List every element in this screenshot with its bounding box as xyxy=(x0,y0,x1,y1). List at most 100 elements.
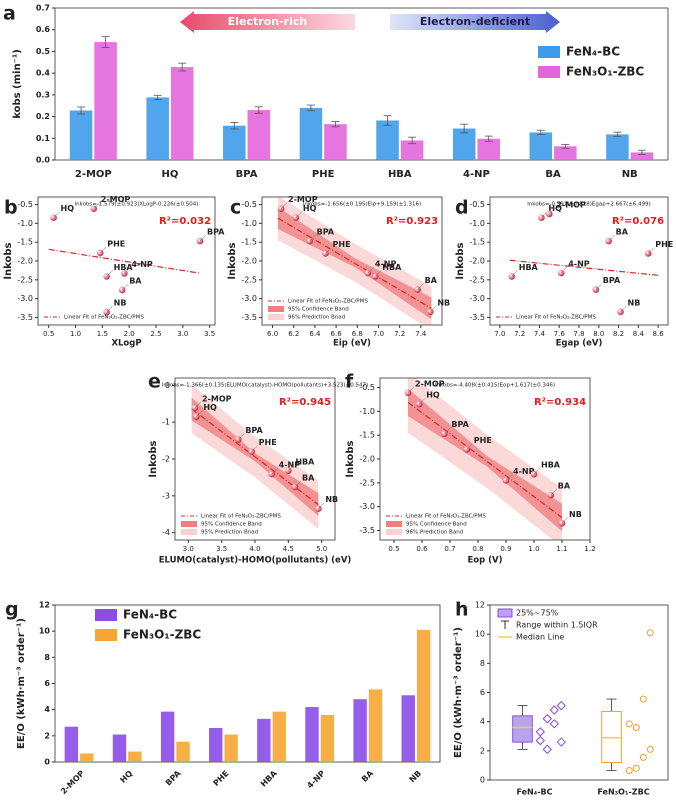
label-leader xyxy=(106,270,113,277)
fit-line xyxy=(509,259,659,276)
r-squared: R²=0.076 xyxy=(612,216,664,227)
x-tick-label: PHE xyxy=(212,769,231,788)
y-tick-label: 12 xyxy=(39,601,50,610)
label-leader xyxy=(444,427,451,434)
legend-label: Linear Fit of FeN₃O₁-ZBC/PMS xyxy=(288,299,368,305)
x-tick-label: 4-NP xyxy=(305,769,327,791)
y-tick-label: -3.5 xyxy=(359,526,375,535)
x-tick-label: 2.5 xyxy=(150,330,161,338)
x-tick-label: 6.6 xyxy=(331,330,343,338)
panel-letter: g xyxy=(5,599,19,621)
equation: lnkobs=-4.408(±0.415)Eop+1.617(±0.346) xyxy=(435,383,555,389)
y-tick-label: 0.6 xyxy=(36,25,51,34)
legend-swatch xyxy=(538,66,560,78)
x-tick-label: 3.5 xyxy=(216,545,227,553)
x-tick-label: 8.0 xyxy=(593,330,604,338)
error-bar xyxy=(536,129,545,135)
legend-label: Linear Fit of FeN₃O₁-ZBC/PMS xyxy=(406,514,486,520)
x-tick-label: 8.4 xyxy=(633,330,645,338)
x-tick-label: HQ xyxy=(118,769,134,785)
bar xyxy=(64,726,79,762)
panel-letter: c xyxy=(230,197,241,219)
bar xyxy=(170,67,194,160)
y-tick-label: -2.0 xyxy=(241,257,257,266)
label-leader xyxy=(288,464,295,471)
y-tick-label: 0.4 xyxy=(36,69,51,78)
y-tick-label: 2 xyxy=(480,746,485,755)
bar xyxy=(320,714,335,762)
data-point xyxy=(549,705,559,715)
data-point xyxy=(625,720,633,728)
x-tick-label: FeN₄-BC xyxy=(516,788,552,797)
bar xyxy=(400,140,424,160)
x-tick-label: 0.6 xyxy=(416,545,428,553)
legend-label: 95% Confidence Band xyxy=(288,307,349,313)
point-label: HBA xyxy=(382,263,402,272)
x-axis-label: Eip (eV) xyxy=(333,339,371,349)
label-leader xyxy=(550,489,557,496)
legend-label: Range within 1.5IQR xyxy=(516,621,598,630)
x-tick-label: BPA xyxy=(164,768,183,787)
legend-swatch xyxy=(95,629,117,641)
point-label: NB xyxy=(628,298,641,307)
y-tick-label: -2.5 xyxy=(469,275,485,284)
bar xyxy=(160,711,175,762)
label-leader xyxy=(251,445,258,452)
x-axis-label: XLogP xyxy=(111,339,141,349)
error-bar xyxy=(561,143,570,149)
point-label: 4-NP xyxy=(375,260,397,269)
y-tick-label: -0.5 xyxy=(469,200,485,209)
point-label: BPA xyxy=(603,276,621,285)
legend-swatch xyxy=(181,521,197,527)
bar xyxy=(324,124,347,160)
label-leader xyxy=(533,468,541,475)
legend-swatch xyxy=(268,314,284,320)
point-label: 2-MOP xyxy=(415,379,445,388)
point-label: PHE xyxy=(474,436,492,445)
label-leader xyxy=(196,410,203,417)
y-tick-label: -1.5 xyxy=(469,238,485,247)
x-tick-label: 7.4 xyxy=(534,330,546,338)
point-label: NB xyxy=(569,510,582,519)
r-squared: R²=0.945 xyxy=(279,397,331,408)
panel-letter: h xyxy=(455,599,469,621)
legend-label: FeN₄-BC xyxy=(566,45,620,59)
y-tick-label: 0.2 xyxy=(36,112,50,121)
y-tick-label: -2.5 xyxy=(359,478,375,487)
y-tick-label: -1.5 xyxy=(17,238,33,247)
x-tick-label: 2-MOP xyxy=(59,769,86,796)
x-tick-label: 0.5 xyxy=(43,330,54,338)
y-tick-label: 0 xyxy=(480,776,485,785)
error-bar xyxy=(484,135,493,142)
bar xyxy=(257,718,271,762)
error-bar xyxy=(254,106,263,114)
y-axis-label: kobs (min⁻¹) xyxy=(12,49,23,119)
bar xyxy=(94,42,117,160)
x-tick-label: 6.4 xyxy=(309,330,321,338)
equation: lnkobs=-1.656(±0.195)Eip+9.159(±1.316) xyxy=(303,202,421,208)
legend-label: Linear Fit of FeN₃O₁-ZBC/PMS xyxy=(201,514,281,520)
x-tick-label: 1.0 xyxy=(70,330,81,338)
y-tick-label: -1.5 xyxy=(241,238,257,247)
bar xyxy=(452,128,476,160)
y-tick-label: -3.0 xyxy=(469,294,485,303)
y-tick-label: -2.0 xyxy=(359,455,375,464)
x-axis-label: ELUMO(catalyst)-HOMO(pollutants) (eV) xyxy=(159,556,352,566)
y-tick-label: -0.5 xyxy=(241,200,257,209)
data-point xyxy=(646,629,654,637)
plot-frame xyxy=(489,604,669,781)
fit-line xyxy=(407,401,563,519)
x-tick-label: HQ xyxy=(162,169,179,180)
bar xyxy=(209,727,223,762)
x-tick-label: 2.0 xyxy=(124,330,135,338)
y-tick-label: -3.5 xyxy=(17,313,33,322)
y-tick-label: -2 xyxy=(162,455,170,464)
point-label: PHE xyxy=(655,240,673,249)
point-label: 2-MOP xyxy=(202,394,232,403)
y-tick-label: -3.0 xyxy=(241,294,257,303)
error-bar xyxy=(153,94,162,101)
bar xyxy=(416,629,431,762)
x-tick-label: 7.0 xyxy=(373,330,384,338)
bar xyxy=(176,741,190,762)
